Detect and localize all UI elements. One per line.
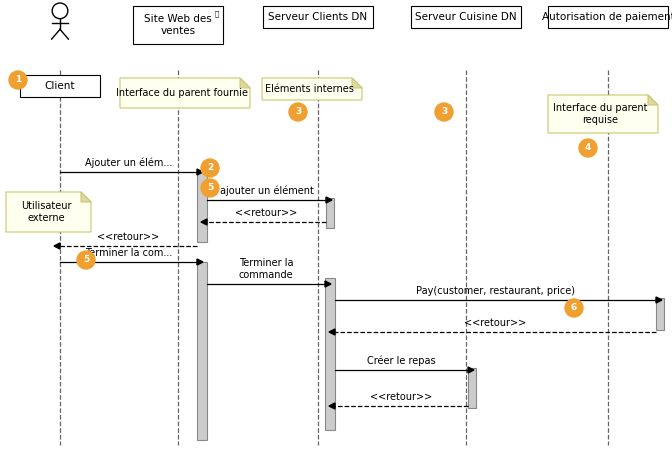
Circle shape — [201, 179, 219, 197]
Text: Créer le repas: Créer le repas — [367, 355, 436, 366]
Text: 3: 3 — [295, 107, 301, 116]
Polygon shape — [352, 78, 362, 88]
Text: Interface du parent fournie: Interface du parent fournie — [116, 88, 249, 98]
Text: 6: 6 — [571, 303, 577, 313]
Text: 🗋: 🗋 — [215, 10, 219, 17]
Bar — [411, 6, 521, 28]
Text: 5: 5 — [207, 183, 213, 192]
Polygon shape — [197, 169, 203, 175]
Polygon shape — [329, 329, 335, 335]
Text: 2: 2 — [207, 163, 213, 172]
Text: Interface du parent
requise: Interface du parent requise — [553, 103, 648, 125]
Bar — [468, 368, 476, 408]
Circle shape — [435, 103, 453, 121]
Polygon shape — [240, 78, 250, 88]
Polygon shape — [120, 78, 250, 108]
Polygon shape — [468, 367, 474, 373]
Circle shape — [9, 71, 27, 89]
Polygon shape — [81, 192, 91, 202]
Text: ajouter un élément: ajouter un élément — [220, 186, 313, 196]
Polygon shape — [548, 95, 658, 133]
Text: Pay(customer, restaurant, price): Pay(customer, restaurant, price) — [416, 286, 575, 296]
Bar — [326, 198, 334, 228]
Circle shape — [201, 159, 219, 177]
Circle shape — [289, 103, 307, 121]
Bar — [20, 75, 100, 97]
Text: Site Web des
ventes: Site Web des ventes — [144, 14, 212, 36]
Polygon shape — [262, 78, 362, 100]
Polygon shape — [54, 243, 60, 249]
Bar — [133, 6, 223, 44]
Polygon shape — [329, 403, 335, 409]
Text: <<retour>>: <<retour>> — [370, 392, 433, 402]
Text: Serveur Cuisine DN: Serveur Cuisine DN — [415, 12, 517, 22]
Text: Ajouter un élém...: Ajouter un élém... — [85, 157, 172, 168]
Text: Eléments internes: Eléments internes — [265, 84, 354, 94]
Text: Utilisateur
externe: Utilisateur externe — [21, 201, 71, 223]
Text: 5: 5 — [83, 256, 89, 264]
Bar — [656, 298, 664, 330]
Text: <<retour>>: <<retour>> — [464, 318, 527, 328]
Text: Terminer la com...: Terminer la com... — [85, 248, 172, 258]
Bar — [197, 262, 207, 440]
Bar — [197, 172, 207, 242]
Text: 3: 3 — [441, 107, 447, 116]
Polygon shape — [201, 219, 207, 225]
Polygon shape — [6, 192, 91, 232]
Polygon shape — [326, 197, 332, 203]
Circle shape — [77, 251, 95, 269]
Text: Terminer la
commande: Terminer la commande — [239, 258, 293, 280]
Polygon shape — [197, 259, 203, 265]
Bar — [548, 6, 668, 28]
Circle shape — [579, 139, 597, 157]
Text: Autorisation de paiement: Autorisation de paiement — [542, 12, 672, 22]
Text: Client: Client — [45, 81, 75, 91]
Bar — [325, 278, 335, 430]
Polygon shape — [656, 297, 662, 303]
Polygon shape — [648, 95, 658, 105]
Text: <<retour>>: <<retour>> — [235, 208, 298, 218]
Text: 4: 4 — [585, 143, 591, 152]
Text: <<retour>>: <<retour>> — [97, 232, 160, 242]
Text: 1: 1 — [15, 76, 21, 85]
Polygon shape — [325, 281, 331, 287]
Circle shape — [565, 299, 583, 317]
Text: Serveur Clients DN: Serveur Clients DN — [268, 12, 368, 22]
Bar — [263, 6, 373, 28]
